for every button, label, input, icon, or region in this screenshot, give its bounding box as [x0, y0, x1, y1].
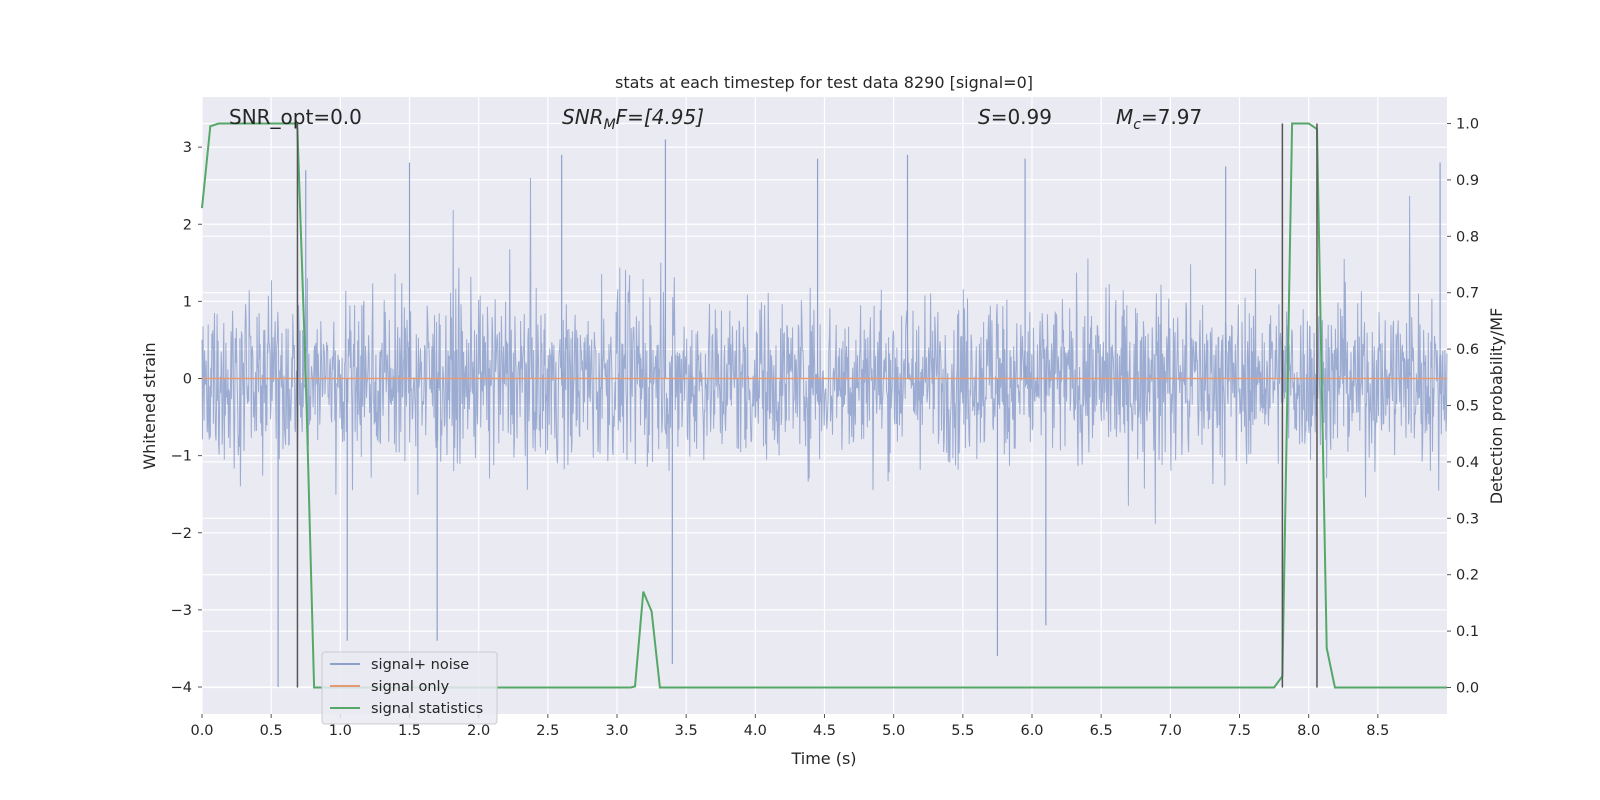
y-left-tick-label: −2 [171, 526, 192, 542]
y-left-axis-ticks: 3 2 1 0 −1 −2 −3 −4 [171, 140, 202, 696]
x-tick-label: 6.5 [1090, 723, 1113, 739]
annotation-s: S=0.99 [978, 105, 1052, 129]
x-tick-label: 2.0 [467, 723, 490, 739]
y-left-tick-label: 0 [183, 372, 192, 388]
y-left-axis-label: Whitened strain [140, 342, 159, 469]
x-axis-ticks: 0.0 0.5 1.0 1.5 2.0 2.5 3.0 3.5 4.0 4.5 5.0 5.5 6.0 6… [190, 714, 1389, 739]
annotation-snr-mf: SNRMF=[4.95] [562, 105, 704, 133]
x-tick-label: 4.0 [744, 723, 767, 739]
x-tick-label: 0.5 [260, 723, 283, 739]
x-tick-label: 5.0 [882, 723, 905, 739]
vertical-markers [296, 123, 1318, 688]
annotation-snr-mf-main: SNR [562, 105, 604, 129]
y-left-tick-label: 3 [183, 140, 192, 156]
annotation-s-value: =0.99 [991, 105, 1052, 129]
y-left-tick-label: −3 [171, 603, 192, 619]
x-tick-label: 8.5 [1366, 723, 1389, 739]
x-tick-label: 3.5 [675, 723, 698, 739]
x-tick-label: 5.5 [951, 723, 974, 739]
x-axis-label: Time (s) [790, 749, 856, 768]
x-tick-label: 7.0 [1159, 723, 1182, 739]
legend-label-signal-only: signal only [371, 679, 450, 695]
y-right-tick-label: 0.4 [1456, 455, 1479, 471]
x-tick-label: 2.5 [536, 723, 559, 739]
x-tick-label: 6.0 [1020, 723, 1043, 739]
annotation-mc: Mc=7.97 [1116, 105, 1202, 133]
y-right-axis-label: Detection probability/MF [1487, 308, 1506, 505]
y-right-tick-label: 0.7 [1456, 286, 1479, 302]
annotation-mc-sub: c [1133, 117, 1141, 133]
annotation-snr-opt: SNR_opt=0.0 [229, 105, 362, 129]
y-right-tick-label: 0.6 [1456, 342, 1479, 358]
legend-label-signal-statistics: signal statistics [371, 701, 483, 717]
y-right-axis-ticks: 1.0 0.9 0.8 0.7 0.6 0.5 0.4 0.3 0.2 0.1 0.0 [1447, 117, 1479, 696]
legend-label-signal-noise: signal+ noise [371, 657, 469, 673]
x-tick-label: 8.0 [1297, 723, 1320, 739]
y-left-tick-label: −1 [171, 449, 192, 465]
y-right-tick-label: 0.2 [1456, 568, 1479, 584]
y-right-tick-label: 0.5 [1456, 399, 1479, 415]
legend: signal+ noise signal only signal statist… [321, 651, 498, 725]
y-right-tick-label: 0.3 [1456, 511, 1479, 527]
annotation-snr-mf-tail: F=[4.95] [616, 105, 704, 129]
y-right-tick-label: 0.1 [1456, 624, 1479, 640]
y-right-tick-label: 0.9 [1456, 173, 1479, 189]
signal-noise-line [201, 177, 1448, 524]
y-left-tick-label: 2 [183, 217, 192, 233]
x-tick-label: 1.0 [329, 723, 352, 739]
y-left-tick-label: 1 [183, 294, 192, 310]
x-tick-label: 4.5 [813, 723, 836, 739]
signal-noise-series [201, 139, 1448, 688]
y-right-tick-label: 0.0 [1456, 680, 1479, 696]
x-tick-label: 0.0 [190, 723, 213, 739]
annotation-snr-mf-sub: M [604, 117, 616, 133]
annotation-s-main: S [978, 105, 991, 129]
x-tick-label: 3.0 [605, 723, 628, 739]
y-right-tick-label: 1.0 [1456, 117, 1479, 133]
annotation-mc-main: M [1116, 105, 1133, 129]
x-tick-label: 1.5 [398, 723, 421, 739]
x-tick-label: 7.5 [1228, 723, 1251, 739]
legend-box [321, 651, 498, 725]
y-right-tick-label: 0.8 [1456, 229, 1479, 245]
chart-title: stats at each timestep for test data 829… [615, 73, 1033, 92]
annotation-mc-value: =7.97 [1141, 105, 1202, 129]
y-left-tick-label: −4 [171, 680, 192, 696]
